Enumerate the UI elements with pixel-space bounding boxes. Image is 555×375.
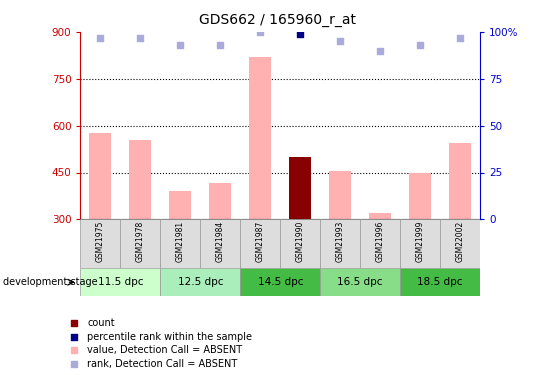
Point <box>216 42 225 48</box>
Bar <box>240 268 320 296</box>
Point <box>69 333 79 339</box>
Text: GSM21999: GSM21999 <box>416 220 425 262</box>
Bar <box>329 171 351 219</box>
Text: 12.5 dpc: 12.5 dpc <box>178 277 223 287</box>
Text: GSM21981: GSM21981 <box>176 221 185 262</box>
Bar <box>360 219 400 268</box>
Point <box>456 34 465 40</box>
Bar <box>320 268 400 296</box>
Bar <box>400 268 480 296</box>
Text: 16.5 dpc: 16.5 dpc <box>337 277 383 287</box>
Text: value, Detection Call = ABSENT: value, Detection Call = ABSENT <box>87 345 243 355</box>
Bar <box>400 219 440 268</box>
Bar <box>409 172 431 219</box>
Point <box>376 48 385 54</box>
Bar <box>200 219 240 268</box>
Bar <box>80 219 120 268</box>
Point <box>176 42 185 48</box>
Point <box>296 31 305 37</box>
Text: GSM22002: GSM22002 <box>456 220 465 262</box>
Text: GSM21975: GSM21975 <box>96 220 105 262</box>
Point <box>69 320 79 326</box>
Point <box>256 29 265 35</box>
Text: GSM21987: GSM21987 <box>256 220 265 262</box>
Point <box>69 347 79 353</box>
Text: percentile rank within the sample: percentile rank within the sample <box>87 332 253 342</box>
Text: GSM21978: GSM21978 <box>136 220 145 262</box>
Bar <box>80 268 160 296</box>
Text: 18.5 dpc: 18.5 dpc <box>417 277 463 287</box>
Text: development stage: development stage <box>3 277 97 287</box>
Bar <box>129 140 152 219</box>
Bar <box>249 57 271 219</box>
Bar <box>89 134 112 219</box>
Text: GDS662 / 165960_r_at: GDS662 / 165960_r_at <box>199 13 356 27</box>
Bar <box>240 219 280 268</box>
Bar <box>120 219 160 268</box>
Text: GSM21993: GSM21993 <box>336 220 345 262</box>
Text: rank, Detection Call = ABSENT: rank, Detection Call = ABSENT <box>87 359 238 369</box>
Point <box>69 361 79 367</box>
Bar <box>320 219 360 268</box>
Point <box>416 42 425 48</box>
Bar <box>280 219 320 268</box>
Point <box>136 34 145 40</box>
Point <box>96 34 105 40</box>
Text: GSM21990: GSM21990 <box>296 220 305 262</box>
Bar <box>169 191 191 219</box>
Bar <box>160 268 240 296</box>
Bar <box>209 183 231 219</box>
Text: count: count <box>87 318 115 328</box>
Text: GSM21984: GSM21984 <box>216 220 225 262</box>
Point <box>336 38 345 44</box>
Bar <box>449 143 471 219</box>
Text: GSM21996: GSM21996 <box>376 220 385 262</box>
Text: 11.5 dpc: 11.5 dpc <box>98 277 143 287</box>
Text: 14.5 dpc: 14.5 dpc <box>258 277 303 287</box>
Bar <box>289 157 311 219</box>
Bar <box>160 219 200 268</box>
Bar <box>440 219 480 268</box>
Bar <box>369 213 391 219</box>
